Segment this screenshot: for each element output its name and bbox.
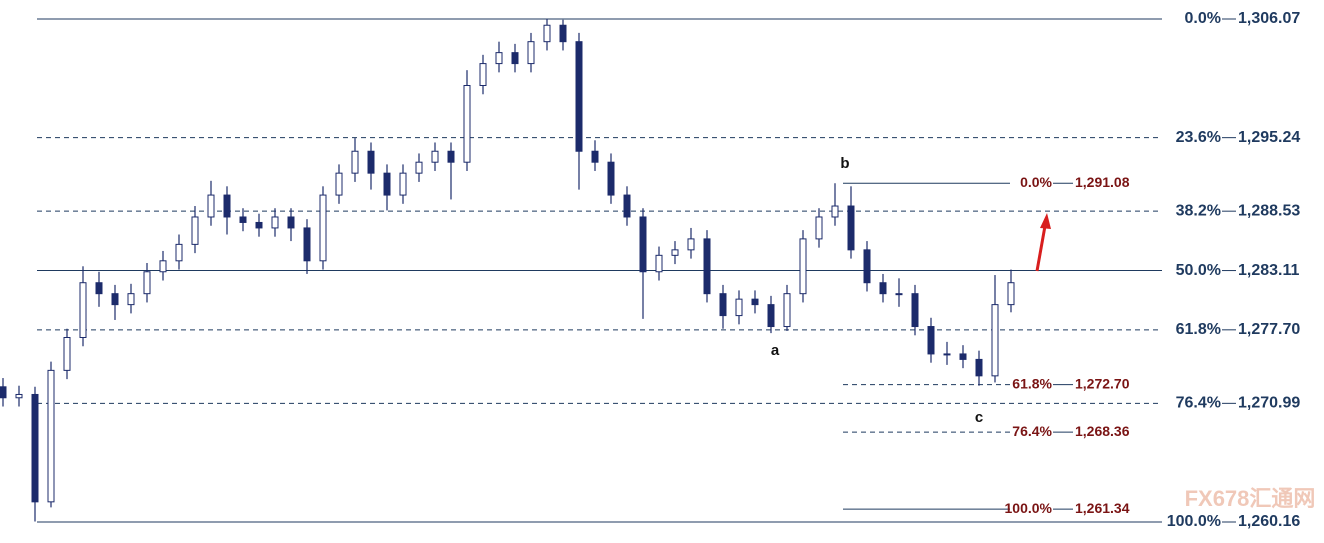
candle-body [847,205,855,251]
fib-price: 1,288.53 [1238,202,1300,219]
fib-percent: 0.0% [1185,10,1221,27]
candle-body [31,393,39,503]
candle-body [495,52,503,65]
candle-body [399,172,407,196]
wave-label: a [771,342,780,359]
fib-extension-price: 1,291.08 [1075,174,1130,190]
fib-percent: 23.6% [1176,129,1221,146]
candle-body [351,150,359,174]
fib-percent: 38.2% [1176,202,1221,219]
fib-extension-price: 1,261.34 [1075,500,1130,516]
candle-body [815,216,823,240]
candle-body [79,282,87,338]
candle-body [159,260,167,273]
candle-body [431,150,439,163]
fib-extension-percent: 61.8% [1012,375,1052,391]
candle-body [943,353,951,356]
fib-price: 1,283.11 [1238,262,1300,279]
candle-body [415,161,423,174]
candle-body [463,85,471,163]
candle-body [991,304,999,377]
candle-body [1007,282,1015,306]
candle-body [687,238,695,251]
target-arrow [1035,213,1051,272]
wave-label: c [975,409,983,426]
candle-body [303,227,311,262]
fib-price: 1,295.24 [1238,129,1300,146]
candle-body [703,238,711,295]
candle-body [639,216,647,273]
candle-body [863,249,871,284]
fib-extension-price: 1,272.70 [1075,375,1130,391]
candle-body [127,293,135,306]
candle-body [223,194,231,218]
candle-body [879,282,887,295]
candle-body [623,194,631,218]
candle-body [207,194,215,218]
candle-body [0,386,7,399]
candle-body [655,254,663,273]
candle-body [799,238,807,295]
candle-body [591,150,599,163]
fib-extension-percent: 76.4% [1012,423,1052,439]
candle-body [143,271,151,295]
candle-body [767,304,775,328]
fib-extension-percent: 100.0% [1005,500,1053,516]
candle-body [15,393,23,399]
candle-body [383,172,391,196]
candle-body [511,52,519,65]
candle-body [271,216,279,229]
fib-price: 1,270.99 [1238,395,1300,412]
candle-body [175,243,183,262]
fib-extension-price: 1,268.36 [1075,423,1130,439]
candle-body [191,216,199,245]
candle-body [927,326,935,355]
candle-body [335,172,343,196]
candle-body [831,205,839,218]
candle-body [895,293,903,296]
fib-extension-percent: 0.0% [1020,174,1052,190]
fib-percent: 76.4% [1176,395,1221,412]
candle-body [287,216,295,229]
candle-body [975,358,983,377]
candle-body [95,282,103,295]
candle-body [575,41,583,152]
fib-percent: 50.0% [1176,262,1221,279]
candle-body [319,194,327,262]
candle-body [239,216,247,223]
candle-body [63,336,71,371]
fib-price: 1,306.07 [1238,10,1300,27]
fib-percent: 61.8% [1176,321,1221,338]
candle-body [751,298,759,306]
candle-body [671,249,679,256]
candle-body [719,293,727,317]
fib-percent: 100.0% [1167,513,1221,530]
candle-body [607,161,615,196]
candle-body [47,369,55,503]
candle-body [783,293,791,328]
candle-body [911,293,919,328]
fib-price: 1,277.70 [1238,321,1300,338]
wave-label: b [840,155,849,172]
candle-body [479,63,487,87]
watermark: FX678汇通网 [1185,486,1316,511]
candle-body [559,24,567,43]
candle-body [735,298,743,317]
candle-body [527,41,535,65]
candle-body [543,24,551,43]
candle-body [959,353,967,360]
candle-body [367,150,375,174]
candle-body [255,221,263,229]
candle-body [111,293,119,306]
candle-body [447,150,455,163]
fib-price: 1,260.16 [1238,513,1300,530]
